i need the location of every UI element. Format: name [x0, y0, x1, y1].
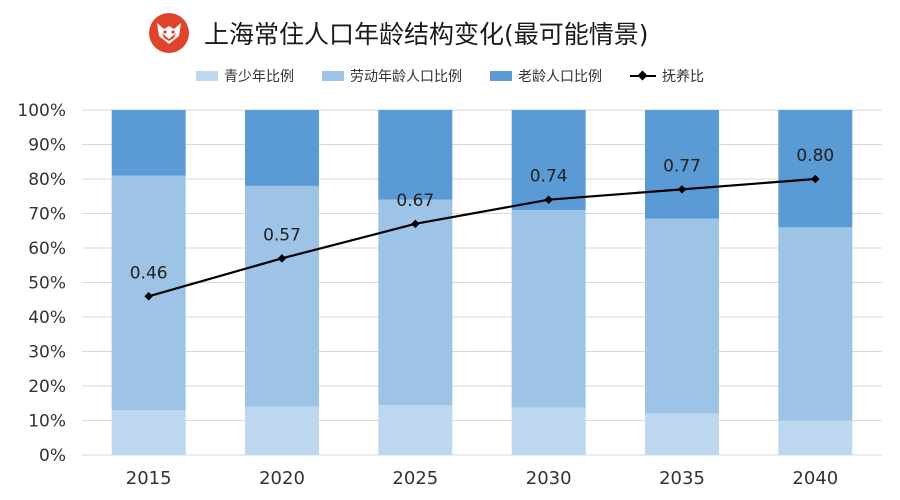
- legend-label-elderly: 老龄人口比例: [518, 69, 602, 85]
- bar-youth: [378, 404, 453, 455]
- legend-label-working: 劳动年龄人口比例: [350, 69, 462, 85]
- dependency-point: [144, 292, 153, 301]
- bar-elderly: [111, 110, 186, 176]
- y-tick-label: 50%: [28, 274, 66, 294]
- chart-legend: 青少年比例 劳动年龄人口比例 老龄人口比例 抚养比: [0, 66, 900, 86]
- bar-elderly: [511, 110, 586, 211]
- legend-item-working: 劳动年龄人口比例: [322, 66, 462, 86]
- bar-working: [645, 218, 719, 414]
- title-bar: 上海常住人口年龄结构变化(最可能情景): [148, 10, 649, 56]
- legend-item-dependency: 抚养比: [630, 66, 704, 86]
- chart-title: 上海常住人口年龄结构变化(最可能情景): [204, 20, 649, 49]
- legend-swatch-working: [322, 71, 344, 81]
- bar-working: [245, 185, 319, 407]
- y-tick-label: 10%: [28, 412, 66, 432]
- dependency-value-label: 0.77: [663, 156, 701, 176]
- bar-youth: [245, 406, 319, 455]
- bar-youth: [111, 410, 186, 455]
- legend-swatch-elderly: [490, 71, 512, 81]
- dependency-value-label: 0.46: [130, 263, 168, 283]
- bar-elderly: [778, 110, 853, 228]
- dependency-point: [411, 219, 420, 229]
- bar-working: [378, 199, 453, 405]
- legend-label-dependency: 抚养比: [662, 69, 704, 85]
- y-tick-label: 0%: [39, 446, 66, 466]
- bar-elderly: [645, 110, 719, 219]
- legend-label-youth: 青少年比例: [224, 69, 294, 85]
- bar-elderly: [378, 110, 453, 200]
- dependency-value-label: 0.74: [530, 167, 568, 187]
- bar-youth: [645, 413, 719, 455]
- bar-working: [778, 227, 853, 421]
- bar-youth: [778, 420, 853, 455]
- legend-swatch-youth: [196, 71, 218, 81]
- x-tick-label: 2040: [792, 468, 838, 489]
- x-tick-label: 2015: [126, 468, 172, 489]
- x-tick-label: 2030: [526, 468, 572, 489]
- x-tick-label: 2035: [659, 468, 705, 489]
- dependency-line: [148, 177, 816, 298]
- y-tick-label: 20%: [28, 377, 66, 397]
- dependency-point: [277, 254, 287, 263]
- legend-item-youth: 青少年比例: [196, 66, 294, 86]
- y-tick-label: 30%: [28, 343, 66, 363]
- y-tick-label: 70%: [28, 205, 66, 225]
- legend-swatch-dependency: [630, 70, 656, 82]
- dependency-value-label: 0.67: [396, 191, 434, 211]
- y-tick-label: 40%: [28, 308, 66, 328]
- bar-working: [511, 210, 586, 408]
- x-tick-label: 2020: [259, 468, 305, 489]
- x-tick-label: 2025: [392, 468, 438, 489]
- legend-item-elderly: 老龄人口比例: [490, 66, 602, 86]
- y-tick-label: 90%: [28, 136, 66, 156]
- dependency-value-label: 0.80: [796, 146, 834, 166]
- bar-youth: [511, 407, 586, 455]
- y-tick-label: 100%: [17, 101, 66, 121]
- y-tick-label: 60%: [28, 239, 66, 259]
- dependency-value-label: 0.57: [263, 225, 301, 245]
- fox-logo-icon: [149, 13, 189, 53]
- bar-elderly: [245, 110, 319, 186]
- y-tick-label: 80%: [28, 170, 66, 190]
